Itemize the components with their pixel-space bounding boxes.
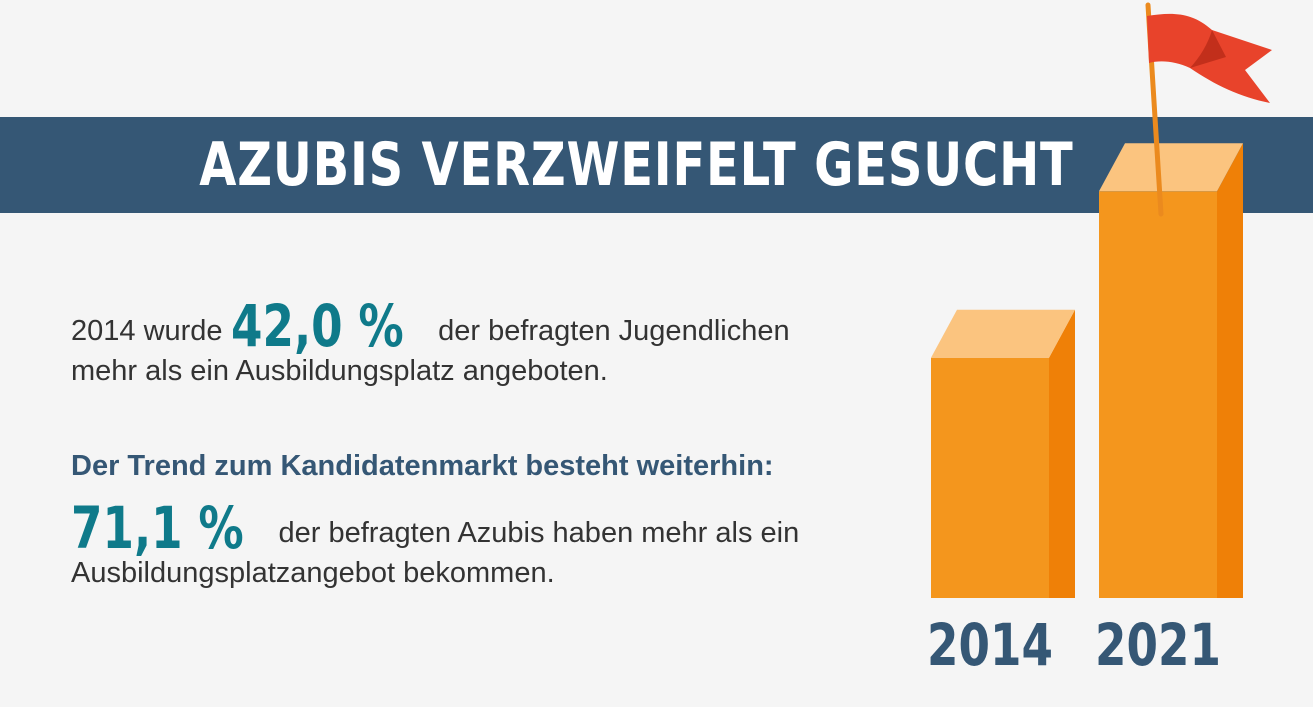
bar-top-2014 [931, 309, 1075, 358]
title-banner-text: AZUBIS VERZWEIFELT GESUCHT [0, 117, 1313, 213]
bar-2021 [1099, 143, 1243, 599]
stat-2021-line2: Ausbildungsplatzangebot bekommen. [71, 557, 555, 589]
stat-2014-paragraph: 2014 wurde 42,0 % der befragten Jugendli… [71, 292, 790, 391]
flag-icon [1145, 2, 1272, 217]
page-title: AZUBIS VERZWEIFELT GESUCHT [199, 130, 1074, 200]
bar-side-2021 [1217, 143, 1243, 599]
title-banner [0, 117, 1313, 213]
stat-2014-prefix: 2014 wurde [71, 315, 223, 347]
stat-2021-paragraph: 71,1 % der befragten Azubis haben mehr a… [71, 494, 800, 593]
trend-heading: Der Trend zum Kandidatenmarkt besteht we… [71, 450, 774, 482]
bar-front-2014 [931, 357, 1049, 598]
year-label-2014: 2014 [927, 613, 1053, 680]
stat-2021-suffix: der befragten Azubis haben mehr als ein [278, 517, 800, 549]
stat-2014-suffix: der befragten Jugendlichen [438, 315, 790, 347]
bars-layer [931, 143, 1243, 599]
stat-2014-line2: mehr als ein Ausbildungsplatz angeboten. [71, 355, 608, 387]
stat-2014-value: 42,0 % [230, 292, 404, 360]
stat-2021-value: 71,1 % [71, 494, 244, 562]
year-label-2021: 2021 [1095, 613, 1221, 680]
bar-2014 [931, 309, 1075, 598]
bar-top-2021 [1099, 143, 1243, 192]
year-labels: 2014 2021 [927, 613, 1221, 680]
bar-front-2021 [1099, 191, 1217, 599]
bar-side-2014 [1049, 309, 1075, 598]
